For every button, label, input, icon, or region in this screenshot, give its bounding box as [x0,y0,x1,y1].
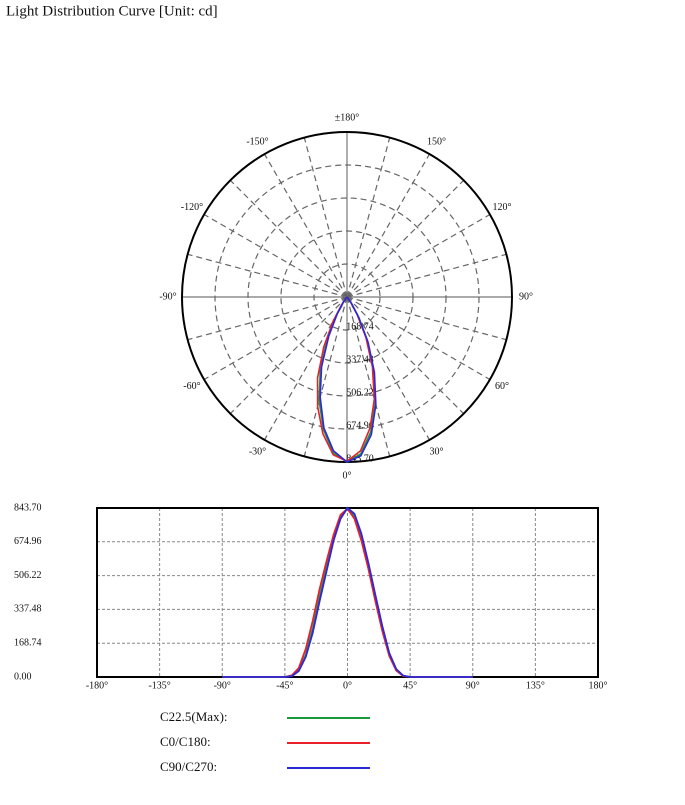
polar-curve [319,296,377,463]
x-tick-label: -45° [276,680,293,691]
spoke [187,296,348,341]
angle-tick [347,215,490,298]
r-tick-label: 337.48 [346,354,374,365]
r-tick-label: 168.74 [346,321,374,332]
angle-tick [265,154,348,297]
angle-tick-label: -30° [249,446,266,457]
spoke [346,213,491,298]
spoke [263,296,348,441]
y-tick-label: 674.96 [14,536,42,547]
angle-tick-label: -120° [181,202,203,213]
x-tick-label: -135° [148,680,170,691]
chart-title: Light Distribution Curve [Unit: cd] [6,3,218,19]
ring [280,230,414,364]
angle-tick-label: 0° [343,470,352,481]
spoke [346,296,507,341]
x-tick-label: 90° [466,680,480,691]
x-tick-label: 135° [526,680,545,691]
r-tick-label: 506.22 [346,387,374,398]
angle-tick-label: ±180° [335,112,360,123]
x-tick-label: 0° [343,680,352,691]
spoke [346,296,391,457]
angle-tick-label: 90° [519,291,533,302]
angle-tick-label: -90° [159,291,176,302]
spoke [346,179,465,298]
spoke [229,179,348,298]
x-tick-label: -90° [214,680,231,691]
spoke [303,137,348,298]
y-tick-label: 506.22 [14,570,42,581]
line [222,506,473,678]
spoke [203,213,348,298]
spoke [346,137,391,298]
spoke [346,296,431,441]
x-tick-label: 45° [403,680,417,691]
spoke [203,296,348,381]
x-tick-label: -180° [86,680,108,691]
spoke [187,253,348,298]
angle-tick [204,215,347,298]
y-tick-label: 0.00 [14,671,32,682]
legend-label: C0/C180: [160,734,211,749]
angle-tick [204,297,347,380]
spoke [346,296,491,381]
angle-tick [347,297,490,380]
y-tick-label: 168.74 [14,637,42,648]
ring [313,263,381,331]
angle-tick-label: -150° [246,136,268,147]
angle-tick-label: 30° [430,446,444,457]
angle-tick-label: -60° [183,381,200,392]
legend-label: C22.5(Max): [160,709,228,724]
r-tick-label: 674.96 [346,420,374,431]
spoke [263,153,348,298]
angle-tick-label: 60° [495,381,509,392]
angle-tick-label: 120° [493,202,512,213]
y-tick-label: 337.48 [14,604,42,615]
angle-tick-label: 150° [427,136,446,147]
spoke [346,153,431,298]
r-tick-label: 843.70 [346,453,374,464]
y-tick-label: 843.70 [14,502,42,513]
ring [214,164,480,430]
x-tick-label: 180° [589,680,608,691]
ring [247,197,447,397]
spoke [346,253,507,298]
spoke [346,296,465,415]
spoke [303,296,348,457]
spoke [229,296,348,415]
angle-tick [347,154,430,297]
legend-label: C90/C270: [160,759,217,774]
